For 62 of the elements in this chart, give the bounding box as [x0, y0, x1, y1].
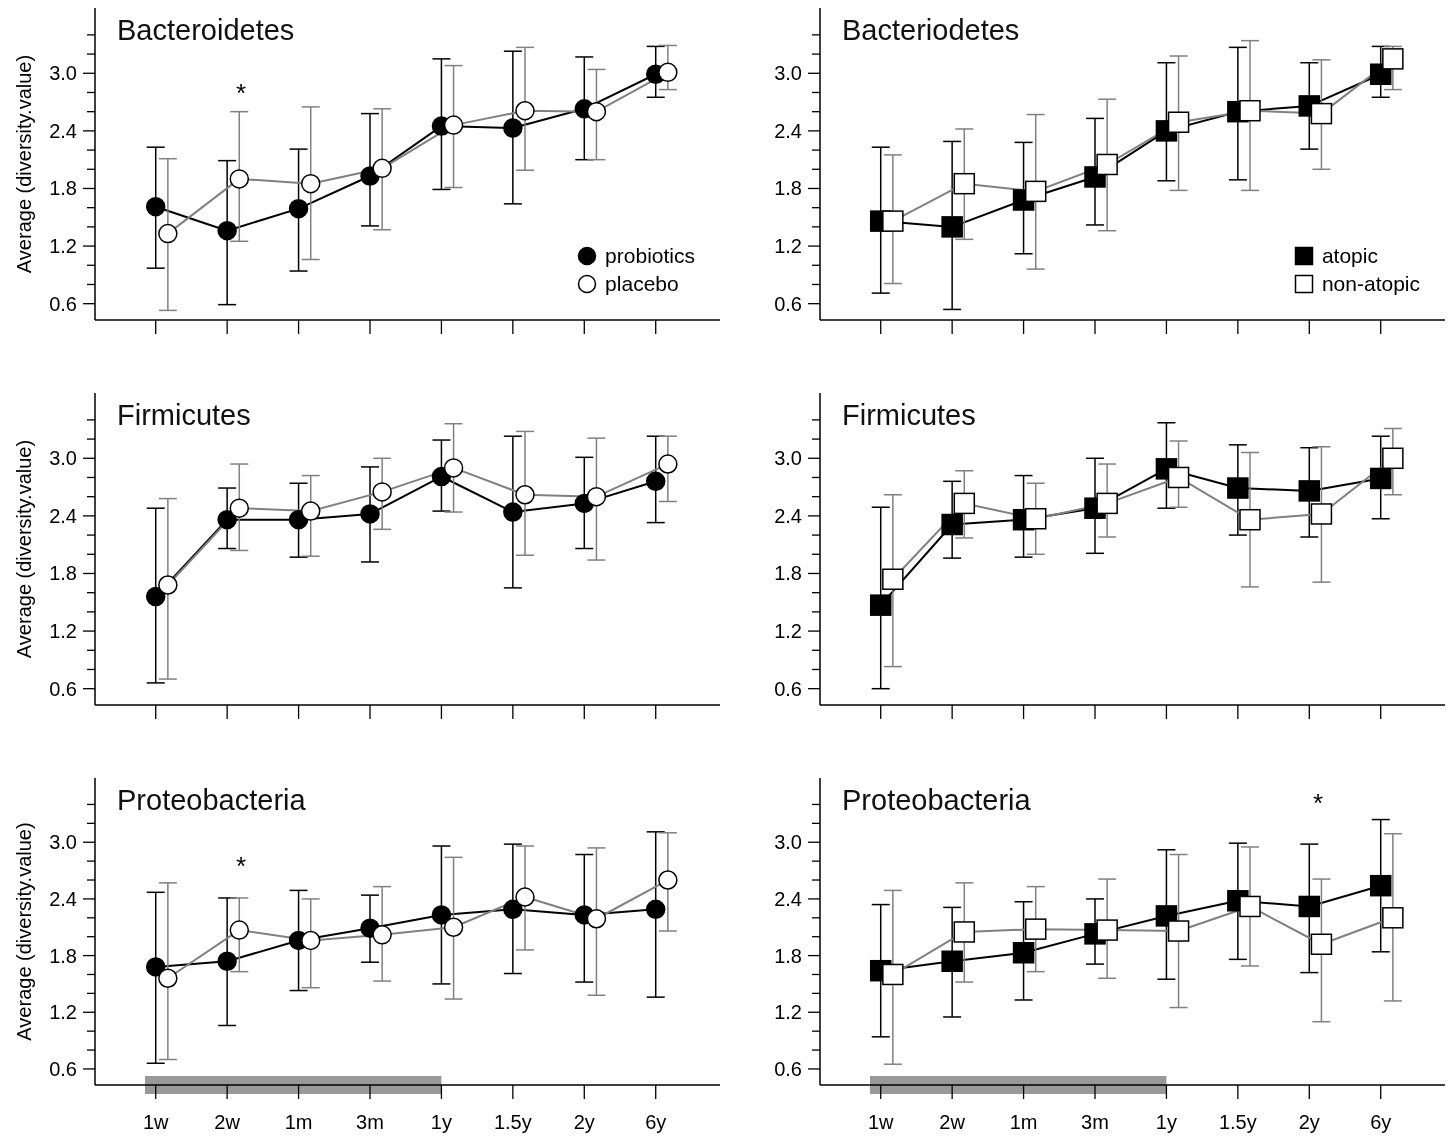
y-tick-label: 3.0 — [774, 62, 802, 85]
x-tick-label: 2w — [214, 1111, 241, 1133]
y-tick-label: 2.4 — [774, 119, 802, 142]
y-tick-label: 0.6 — [774, 292, 802, 315]
annotation: * — [236, 78, 247, 108]
y-tick-label: 2.4 — [49, 119, 77, 142]
y-axis-title: Average (diversity.value) — [13, 439, 35, 659]
y-tick-label: 1.2 — [774, 1001, 802, 1024]
x-tick-label: 1y — [430, 1111, 452, 1133]
x-tick-label: 6y — [1370, 1111, 1392, 1133]
y-tick-label: 3.0 — [49, 62, 77, 85]
x-tick-label: 1w — [142, 1111, 170, 1133]
x-tick-label: 3m — [1081, 1111, 1109, 1133]
y-tick-label: 1.8 — [774, 177, 802, 200]
y-axis-title: Average (diversity.value) — [13, 822, 35, 1041]
y-tick-label: 1.8 — [774, 562, 802, 585]
x-tick-label: 2y — [1298, 1111, 1320, 1133]
x-tick-label: 1y — [1155, 1111, 1177, 1133]
y-tick-label: 1.2 — [774, 235, 802, 258]
y-tick-label: 2.4 — [49, 504, 77, 527]
legend-label: non-atopic — [1321, 271, 1420, 297]
chart-title: Firmicutes — [117, 399, 251, 432]
annotation: * — [236, 851, 247, 881]
y-tick-label: 1.8 — [49, 177, 77, 200]
y-tick-label: 2.4 — [774, 887, 802, 910]
chart-title: Bacteriodetes — [842, 14, 1020, 47]
y-tick-label: 0.6 — [49, 1057, 77, 1080]
x-tick-label: 3m — [356, 1111, 384, 1133]
y-tick-label: 2.4 — [49, 887, 77, 910]
y-tick-label: 0.6 — [49, 677, 77, 700]
y-tick-label: 1.8 — [49, 562, 77, 585]
x-tick-label: 6y — [645, 1111, 667, 1133]
y-tick-label: 3.0 — [774, 831, 802, 854]
legend-label: atopic — [1321, 243, 1378, 269]
y-tick-label: 0.6 — [774, 1057, 802, 1080]
y-tick-label: 0.6 — [774, 677, 802, 700]
y-tick-label: 1.8 — [49, 944, 77, 967]
chart-title: Proteobacteria — [117, 784, 306, 817]
x-tick-label: 1m — [1009, 1111, 1038, 1133]
y-tick-label: 1.8 — [774, 944, 802, 967]
y-tick-label: 1.2 — [49, 1001, 77, 1024]
y-axis-title: Average (diversity.value) — [13, 54, 35, 274]
y-tick-label: 1.2 — [774, 620, 802, 643]
chart-title: Bacteroidetes — [117, 14, 295, 47]
legend-label: placebo — [605, 271, 679, 297]
x-tick-label: 2w — [939, 1111, 966, 1133]
x-tick-label: 1.5y — [493, 1111, 532, 1133]
y-tick-label: 2.4 — [774, 504, 802, 527]
x-tick-label: 1m — [284, 1111, 313, 1133]
chart-title: Proteobacteria — [842, 784, 1031, 817]
y-tick-label: 3.0 — [49, 831, 77, 854]
x-tick-label: 1w — [867, 1111, 895, 1133]
y-tick-label: 1.2 — [49, 620, 77, 643]
y-tick-label: 3.0 — [774, 447, 802, 470]
chart-title: Firmicutes — [842, 399, 976, 432]
y-tick-label: 3.0 — [49, 447, 77, 470]
y-tick-label: 0.6 — [49, 292, 77, 315]
y-tick-label: 1.2 — [49, 235, 77, 258]
x-tick-label: 2y — [573, 1111, 595, 1133]
x-tick-label: 1.5y — [1218, 1111, 1257, 1133]
legend-label: probiotics — [605, 243, 695, 269]
annotation: * — [1313, 788, 1324, 818]
